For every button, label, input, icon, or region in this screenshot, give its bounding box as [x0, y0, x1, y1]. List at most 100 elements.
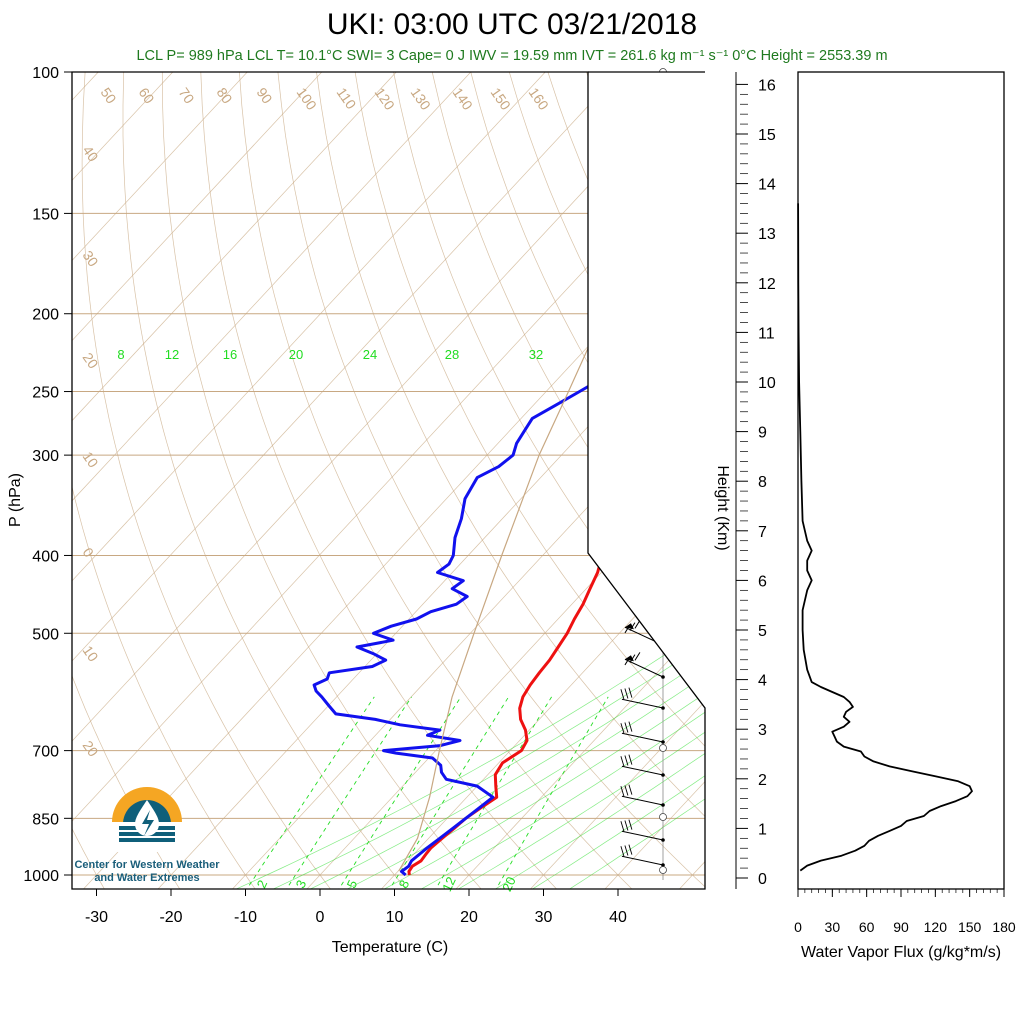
- isotherm-line: [455, 620, 705, 889]
- mixing-ratio-line: [435, 696, 552, 889]
- isotherm-line: [751, 72, 1024, 892]
- isotherm-line: [72, 72, 248, 261]
- wind-barb-flag: [624, 656, 631, 666]
- dry-adiabat: [741, 72, 1024, 892]
- wind-barb: [621, 698, 664, 709]
- y-tick-label: 300: [32, 448, 59, 465]
- isotherm-line: [72, 72, 546, 582]
- wind-barb-flag: [628, 687, 633, 698]
- wind-barb: [621, 830, 664, 841]
- mixing-ratio-line: [338, 696, 462, 889]
- wind-barb-flag: [629, 654, 636, 663]
- height-tick-label: 8: [758, 474, 767, 491]
- logo-line-1: Center for Western Weather: [74, 859, 220, 871]
- dry-adiabat-label: 40: [80, 143, 102, 165]
- mixing-ratio-label: 12: [165, 347, 179, 362]
- y-tick-label: 150: [32, 206, 59, 223]
- wind-barb-flag: [620, 689, 625, 700]
- dry-adiabat-label: 60: [136, 85, 158, 107]
- wind-barb-flag: [624, 722, 629, 733]
- dry-adiabat: [161, 72, 482, 889]
- wind-level-marker: [659, 744, 667, 752]
- x-tick-label: 20: [460, 909, 478, 926]
- dry-adiabat-label: 30: [80, 248, 102, 270]
- dry-adiabat-label: 140: [450, 85, 477, 113]
- dry-adiabat-label: 100: [294, 85, 321, 113]
- mixing-ratio-label: 8: [117, 347, 124, 362]
- dry-adiabat-label: 130: [408, 85, 435, 113]
- dry-adiabat: [72, 674, 181, 889]
- dry-adiabat: [200, 72, 558, 889]
- logo-icon: [112, 787, 182, 852]
- wind-barb-flag: [620, 786, 625, 797]
- wind-barb-flag: [629, 622, 636, 631]
- dry-adiabat: [856, 72, 1024, 892]
- sounding-stats: LCL P= 989 hPa LCL T= 10.1°C SWI= 3 Cape…: [136, 48, 888, 64]
- flux-series-line: [797, 203, 973, 872]
- dry-adiabat: [72, 485, 256, 889]
- dry-adiabat-label: 20: [80, 738, 102, 760]
- y-axis-label: P (hPa): [7, 473, 24, 527]
- moist-adiabat: [420, 711, 705, 889]
- wind-barb-flag: [628, 819, 633, 830]
- dry-adiabat: [122, 72, 407, 889]
- y-tick-label: 400: [32, 548, 59, 565]
- height-tick-label: 11: [758, 325, 775, 342]
- dry-adiabat: [72, 827, 105, 889]
- dry-adiabat-label: 110: [334, 85, 360, 113]
- isotherm-line: [72, 72, 472, 502]
- isotherm-line: [381, 540, 705, 889]
- moist-adiabat: [383, 693, 705, 889]
- mixing-ratio-line: [246, 696, 375, 889]
- wind-level-marker: [659, 813, 667, 821]
- x-tick-label: 0: [316, 909, 325, 926]
- height-tick-label: 4: [758, 673, 767, 690]
- moist-adiabat: [494, 752, 705, 889]
- cw3e-logo: Center for Western Weather and Water Ext…: [72, 782, 222, 885]
- dry-adiabat: [818, 72, 1024, 892]
- x-axis-label: Temperature (C): [332, 939, 448, 956]
- x-tick-label: 10: [386, 909, 404, 926]
- height-axis-label: Height (Km): [714, 465, 731, 550]
- dry-adiabat-label: 90: [254, 85, 276, 107]
- flux-x-tick-label: 30: [825, 919, 841, 935]
- height-tick-label: 1: [758, 821, 767, 838]
- y-tick-label: 1000: [23, 868, 59, 885]
- dry-adiabat-label: 120: [372, 85, 399, 113]
- logo-line-2: and Water Extremes: [94, 872, 200, 884]
- mixing-ratio-label: 20: [289, 347, 303, 362]
- wind-barb-flag: [624, 845, 629, 856]
- x-tick-label: 40: [609, 909, 627, 926]
- dry-adiabat: [393, 72, 705, 677]
- mixing-ratio-line: [285, 696, 412, 889]
- flux-frame: [797, 71, 1005, 890]
- x-tick-label: 30: [535, 909, 553, 926]
- height-tick-label: 6: [758, 573, 767, 590]
- y-tick-label: 850: [32, 811, 59, 828]
- wind-barb: [621, 732, 664, 743]
- wind-barb-flag: [628, 754, 633, 765]
- mixing-ratio-label: 28: [445, 347, 459, 362]
- moist-adiabat: [235, 628, 705, 889]
- wind-barb: [621, 765, 664, 776]
- isotherm-line: [157, 300, 705, 889]
- wind-barb-flag: [624, 755, 629, 766]
- mixing-ratio-label: 16: [223, 347, 237, 362]
- x-tick-label: -10: [234, 909, 257, 926]
- dry-adiabat-label: 70: [176, 85, 198, 107]
- moist-adiabat: [272, 643, 705, 889]
- wind-barb-flag: [634, 652, 641, 661]
- dry-adiabat-label: 10: [80, 643, 102, 665]
- wind-barb: [621, 855, 664, 866]
- height-tick-label: 15: [758, 127, 776, 144]
- dry-adiabat: [701, 72, 705, 80]
- height-tick-label: 14: [758, 177, 776, 194]
- wind-barb-flag: [624, 624, 631, 634]
- mixing-ratio-line: [495, 696, 609, 889]
- flux-x-tick-label: 180: [992, 919, 1016, 935]
- height-tick-label: 12: [758, 276, 776, 293]
- height-tick-label: 16: [758, 77, 776, 94]
- dry-adiabat-label: 0: [80, 545, 98, 561]
- height-tick-label: 0: [758, 871, 767, 888]
- wind-barb-flag: [624, 820, 629, 831]
